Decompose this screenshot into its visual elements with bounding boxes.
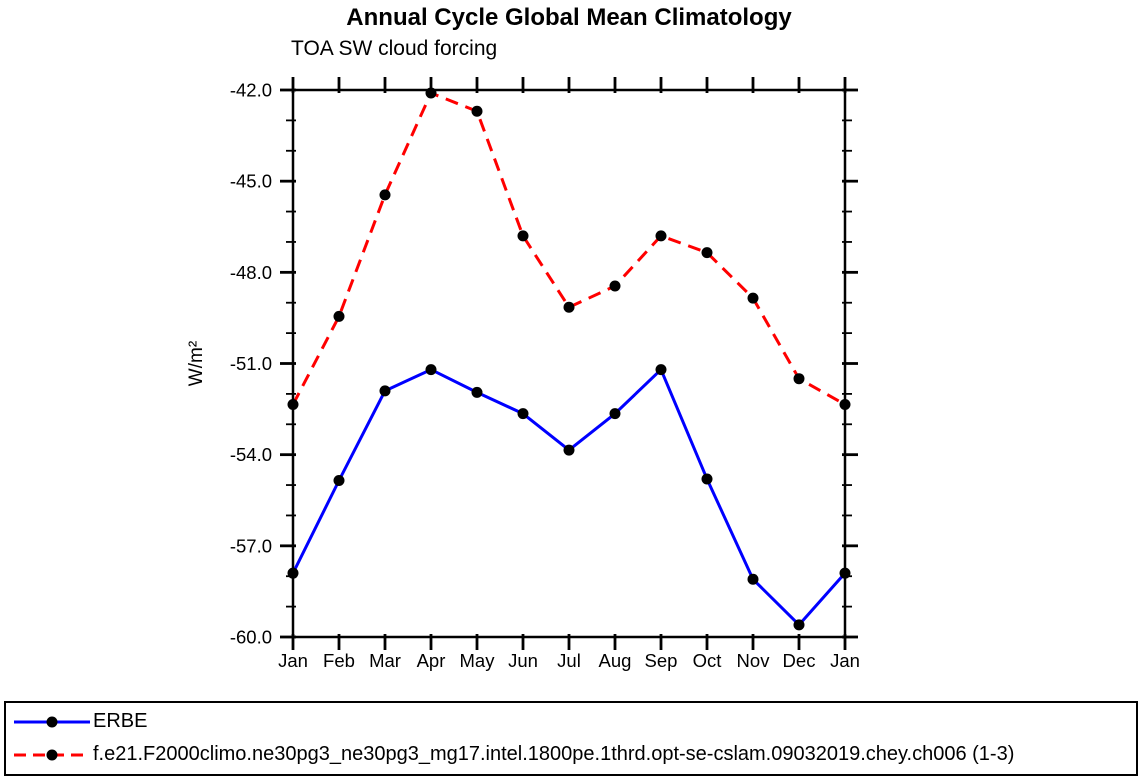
data-point-1-Apr — [425, 87, 437, 99]
legend: ERBE f.e21.F2000climo.ne30pg3_ne30pg3_mg1… — [4, 701, 1138, 776]
x-tick-label: Feb — [323, 650, 355, 671]
x-tick-label: Oct — [693, 650, 722, 671]
data-point-1-Nov — [747, 292, 759, 304]
data-point-0-Jan — [287, 567, 299, 579]
data-point-0-Dec — [793, 619, 805, 631]
legend-label-0: ERBE — [93, 710, 148, 732]
y-tick-label: -48.0 — [230, 262, 272, 283]
data-point-1-Jul — [563, 301, 575, 313]
y-tick-label: -45.0 — [230, 171, 272, 192]
chart-title: Annual Cycle Global Mean Climatology — [346, 4, 792, 31]
x-tick-label: Apr — [417, 650, 446, 671]
data-point-1-Aug — [609, 280, 621, 292]
x-tick-label: Jun — [508, 650, 538, 671]
data-point-0-May — [471, 386, 483, 398]
y-axis-label: W/m² — [186, 341, 207, 386]
x-tick-label: Jul — [557, 650, 581, 671]
data-point-0-Jan — [839, 567, 851, 579]
data-point-1-Jan — [839, 399, 851, 411]
data-point-0-Jun — [517, 408, 529, 420]
x-tick-label: Nov — [737, 650, 771, 671]
series-line-0 — [291, 368, 847, 627]
x-tick-label: Jan — [830, 650, 860, 671]
x-tick-label: Mar — [369, 650, 401, 671]
data-point-1-Jan — [287, 399, 299, 411]
data-point-1-Feb — [333, 310, 345, 322]
legend-marker-dot — [46, 749, 58, 760]
x-tick-label: Aug — [599, 650, 632, 671]
x-tick-label: May — [460, 650, 496, 671]
data-point-1-Sep — [655, 230, 667, 242]
chart-subtitle: TOA SW cloud forcing — [291, 37, 498, 60]
data-point-0-Aug — [609, 408, 621, 420]
data-point-1-Jun — [517, 230, 529, 242]
series-line-1 — [291, 91, 846, 406]
legend-line-sample-solid — [14, 716, 90, 727]
plot-frame — [291, 88, 847, 639]
y-tick-label: -51.0 — [230, 353, 272, 374]
data-point-1-Dec — [793, 373, 805, 385]
y-tick-label: -60.0 — [230, 627, 272, 648]
x-tick-label: Sep — [645, 650, 678, 671]
data-point-0-Jul — [563, 444, 575, 456]
x-tick-label: Dec — [783, 650, 816, 671]
legend-marker-dot — [46, 716, 58, 727]
data-point-1-Mar — [379, 189, 391, 201]
legend-line-sample-dashed — [14, 749, 90, 760]
y-tick-label: -42.0 — [230, 80, 272, 101]
data-point-0-Oct — [701, 473, 713, 485]
data-point-0-Nov — [747, 573, 759, 585]
data-point-0-Mar — [379, 385, 391, 397]
data-point-1-Oct — [701, 247, 713, 259]
y-tick-label: -54.0 — [230, 444, 272, 465]
y-tick-label: -57.0 — [230, 535, 272, 556]
data-point-0-Feb — [333, 474, 345, 486]
legend-label-1: f.e21.F2000climo.ne30pg3_ne30pg3_mg17.in… — [93, 743, 1015, 765]
data-point-0-Apr — [425, 364, 437, 376]
legend-entry-1: f.e21.F2000climo.ne30pg3_ne30pg3_mg17.in… — [12, 738, 1136, 771]
annual-cycle-line-chart: -42.0 -45.0 -48.0 -51.0 -54.0 -57.0 -60.0 Jan Fe… — [186, 77, 860, 671]
x-tick-label: Jan — [278, 650, 308, 671]
legend-entry-0: ERBE — [12, 705, 1136, 738]
data-point-0-Sep — [655, 364, 667, 376]
data-point-1-May — [471, 105, 483, 117]
